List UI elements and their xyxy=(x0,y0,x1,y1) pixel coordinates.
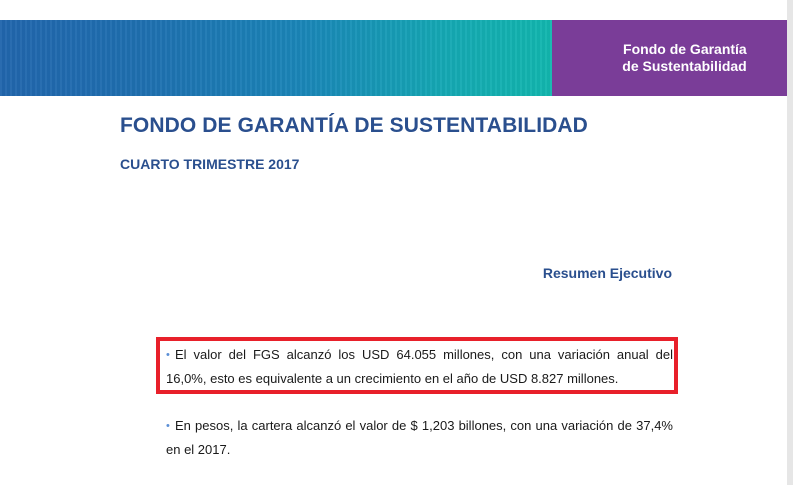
logo-line-2: de Sustentabilidad xyxy=(622,58,747,74)
banner-logo-panel: Fondo de Garantía de Sustentabilidad xyxy=(552,20,787,96)
bullet-dot-icon: • xyxy=(166,349,170,361)
section-heading: Resumen Ejecutivo xyxy=(542,265,672,281)
document-subtitle: CUARTO TRIMESTRE 2017 xyxy=(120,156,300,172)
bullet-item-fgs-value: • El valor del FGS alcanzó los USD 64.055… xyxy=(166,343,673,390)
fgs-logo: Fondo de Garantía de Sustentabilidad xyxy=(622,41,746,75)
logo-line-1: Fondo de Garantía xyxy=(623,41,747,57)
bullet-item-pesos-value: • En pesos, la cartera alcanzó el valor d… xyxy=(166,414,673,461)
highlight-box xyxy=(156,337,678,394)
document-title: FONDO DE GARANTÍA DE SUSTENTABILIDAD xyxy=(120,114,588,137)
bullet-text: En pesos, la cartera alcanzó el valor de… xyxy=(166,418,673,457)
page-edge xyxy=(787,0,793,485)
header-banner: Fondo de Garantía de Sustentabilidad xyxy=(0,20,787,96)
banner-gradient xyxy=(0,20,552,96)
bullet-dot-icon: • xyxy=(166,420,170,432)
bullet-text: El valor del FGS alcanzó los USD 64.055 … xyxy=(166,347,673,386)
